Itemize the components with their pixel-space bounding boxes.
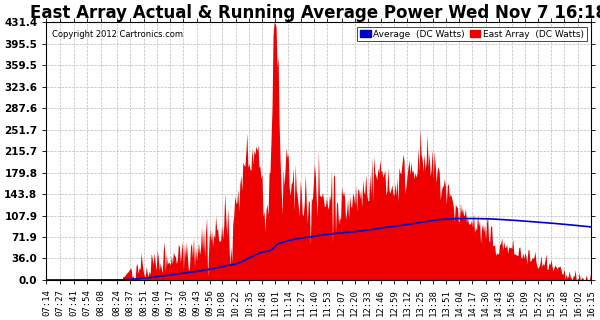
- Legend: Average  (DC Watts), East Array  (DC Watts): Average (DC Watts), East Array (DC Watts…: [357, 27, 587, 41]
- Title: East Array Actual & Running Average Power Wed Nov 7 16:18: East Array Actual & Running Average Powe…: [31, 4, 600, 22]
- Text: Copyright 2012 Cartronics.com: Copyright 2012 Cartronics.com: [52, 30, 183, 39]
